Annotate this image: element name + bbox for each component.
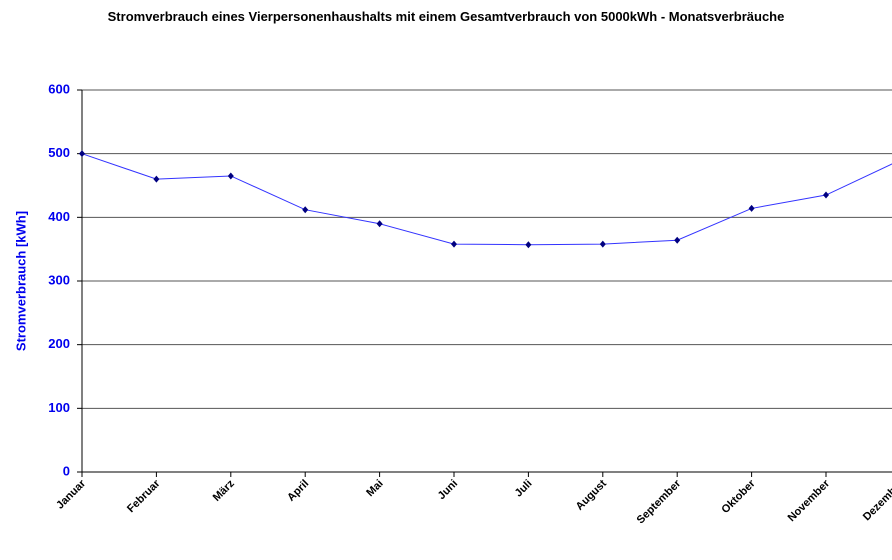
chart-title: Stromverbrauch eines Vierpersonenhaushal… — [107, 9, 785, 24]
y-tick-label: 200 — [48, 336, 70, 351]
x-tick-label: August — [574, 477, 610, 513]
y-tick-label: 600 — [48, 81, 70, 96]
y-tick-label: 500 — [48, 145, 70, 160]
data-point — [79, 150, 85, 158]
x-tick-label: November — [786, 477, 833, 524]
x-tick-label: Februar — [125, 477, 163, 515]
x-tick-label: März — [211, 477, 238, 504]
x-tick-label: Dezember — [861, 477, 892, 523]
data-point — [302, 206, 309, 214]
y-tick-label: 100 — [48, 400, 70, 415]
y-tick-label: 400 — [48, 209, 70, 224]
data-point — [451, 240, 457, 248]
y-tick-label: 0 — [63, 463, 70, 478]
data-point — [376, 220, 383, 228]
x-tick-label: Mai — [364, 478, 385, 499]
data-point — [153, 175, 160, 183]
data-point — [674, 236, 681, 244]
data-point — [748, 204, 755, 212]
x-tick-label: Juni — [436, 478, 460, 502]
y-tick-label: 300 — [48, 272, 70, 287]
x-tick-label: Juli — [513, 478, 535, 500]
data-point — [227, 172, 234, 180]
x-tick-label: Oktober — [719, 477, 758, 516]
data-point — [599, 240, 606, 248]
x-tick-label: September — [635, 477, 684, 526]
y-axis-label: Stromverbrauch [kWh] — [13, 211, 28, 351]
data-point — [525, 241, 532, 249]
data-point — [823, 191, 829, 199]
data-line — [81, 153, 892, 246]
x-tick-label: April — [285, 478, 311, 504]
x-tick-label: Januar — [54, 477, 89, 512]
